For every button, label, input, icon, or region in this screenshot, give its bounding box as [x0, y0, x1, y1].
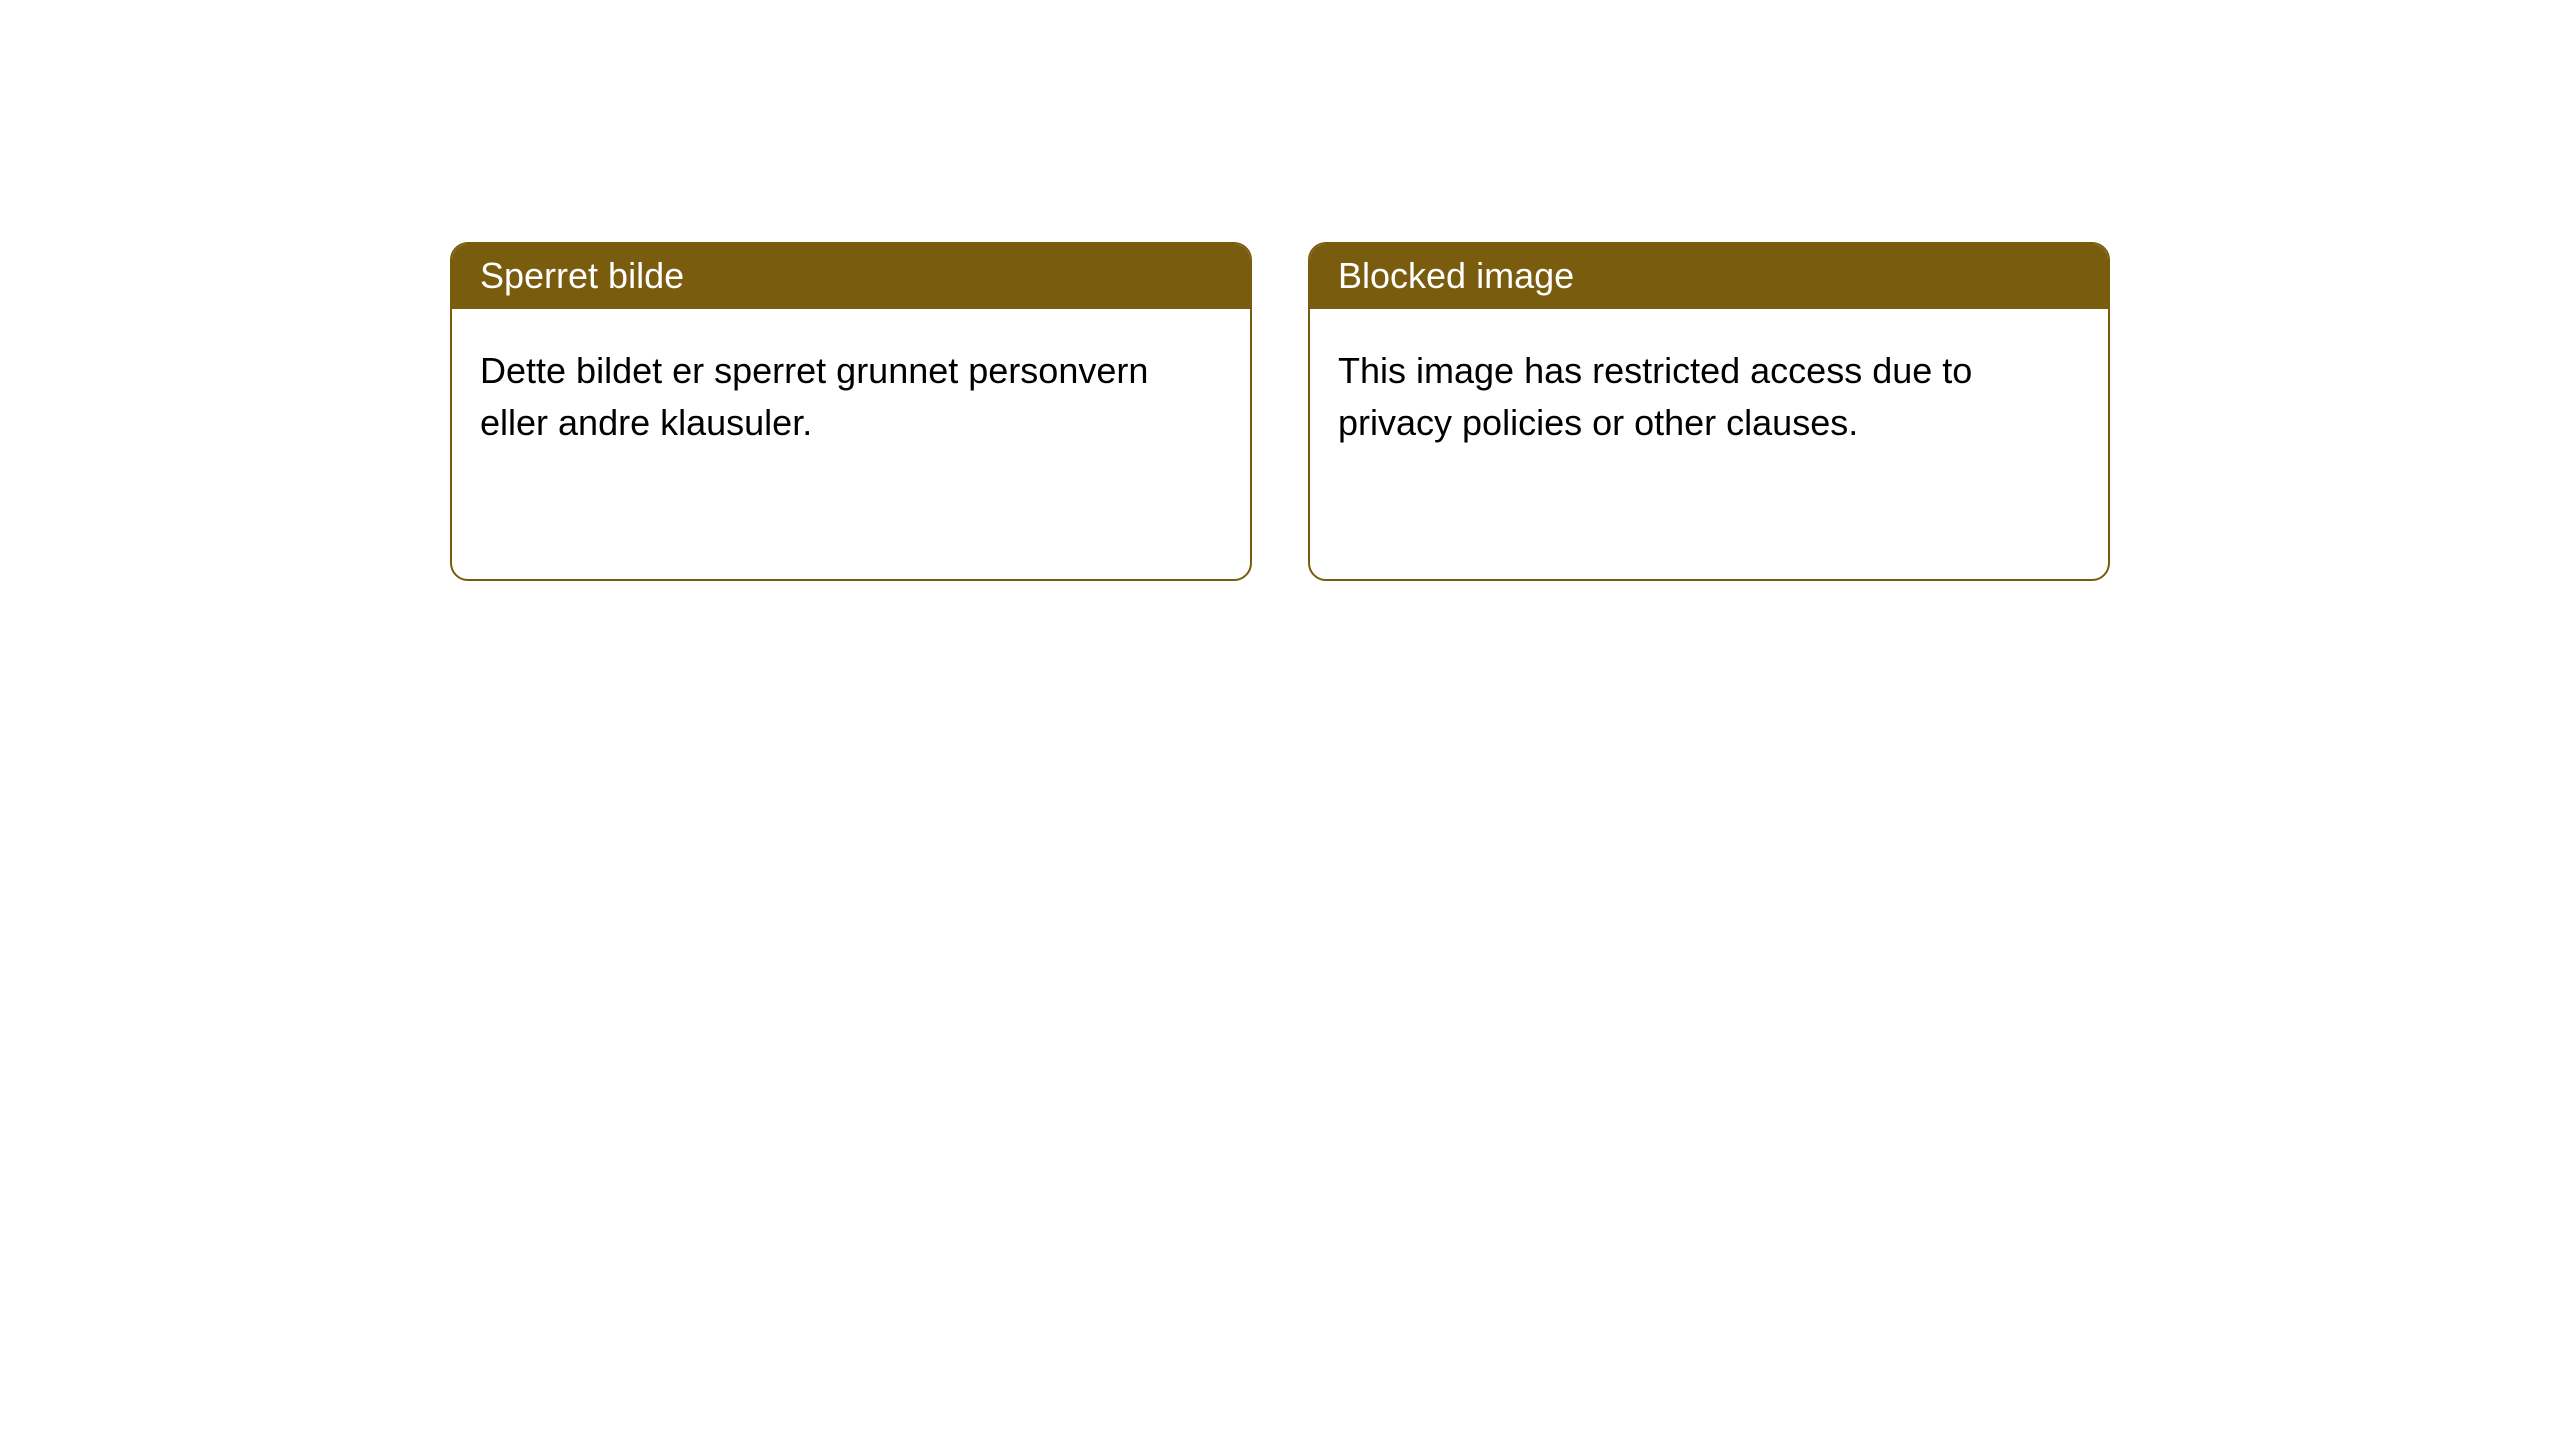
notice-card-english: Blocked image This image has restricted … [1308, 242, 2110, 581]
notice-body: This image has restricted access due to … [1310, 309, 2108, 579]
notice-container: Sperret bilde Dette bildet er sperret gr… [0, 0, 2560, 581]
notice-title: Sperret bilde [452, 244, 1250, 309]
notice-body: Dette bildet er sperret grunnet personve… [452, 309, 1250, 579]
notice-title: Blocked image [1310, 244, 2108, 309]
notice-card-norwegian: Sperret bilde Dette bildet er sperret gr… [450, 242, 1252, 581]
